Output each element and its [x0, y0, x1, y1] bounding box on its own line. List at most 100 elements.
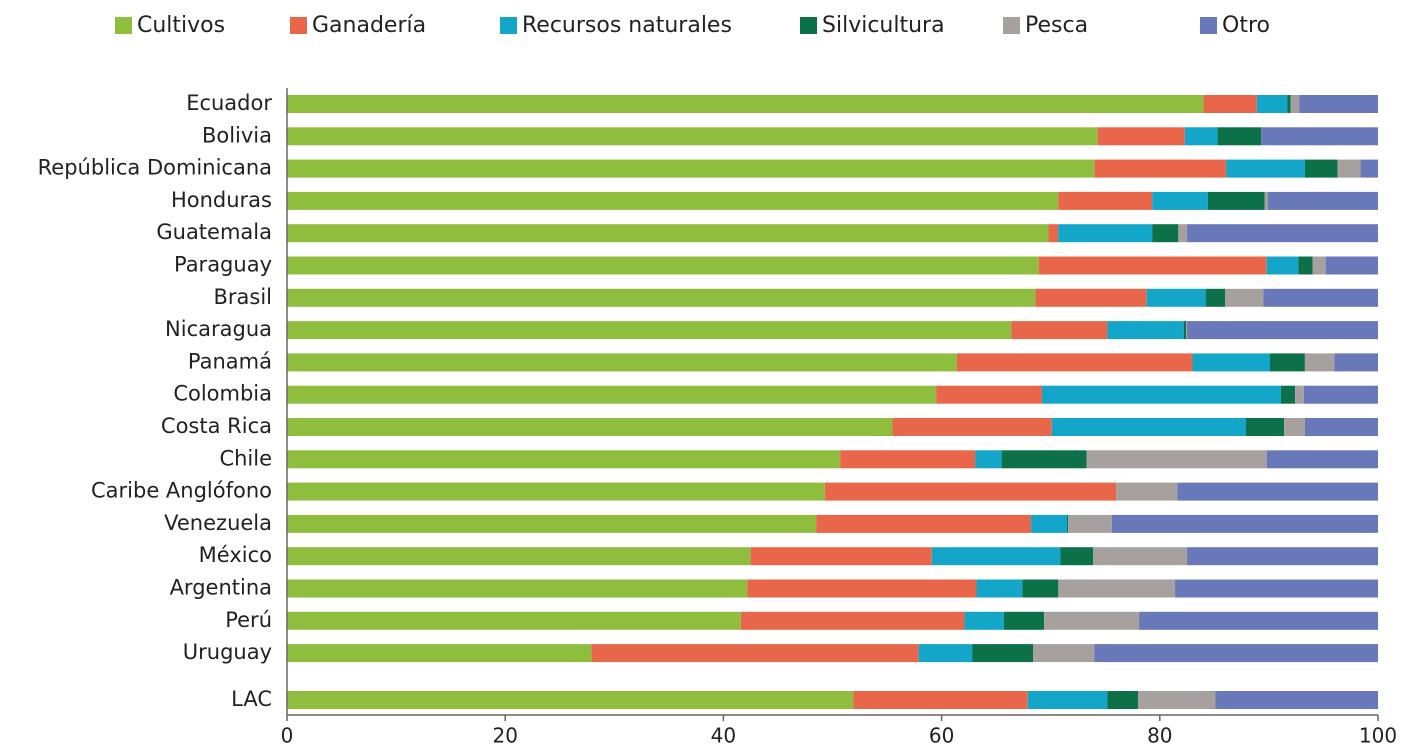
y-tick-label: Guatemala [156, 220, 272, 244]
bar-segment [1051, 418, 1246, 436]
bar-segment [1060, 547, 1094, 566]
bar-segment [287, 224, 1049, 243]
x-tick-label: 100 [1359, 724, 1397, 748]
bar-segment [1044, 611, 1140, 630]
bar-segment [1266, 256, 1299, 275]
bar-segment [1205, 288, 1226, 307]
bar-segment [918, 644, 973, 663]
bar-segment [1068, 514, 1112, 533]
bar-segment [287, 644, 592, 663]
legend-swatch [500, 17, 517, 34]
bar-segment [1284, 418, 1305, 436]
bar-segment [1067, 514, 1069, 533]
bar-segment [931, 547, 1061, 566]
y-tick-label: Perú [225, 608, 272, 632]
bar-segment [1041, 385, 1281, 404]
y-tick-label: Venezuela [164, 511, 272, 535]
bar-segment [287, 353, 957, 372]
bar-segment [936, 385, 1042, 404]
bar-segment [591, 644, 919, 663]
bar-segment [1107, 321, 1184, 340]
bar-segment [1187, 321, 1378, 340]
bar-segment [1035, 288, 1147, 307]
bar-segment [964, 611, 1004, 630]
bar-segment [287, 127, 1098, 146]
y-tick-label: Argentina [170, 576, 272, 600]
bar-segment [1334, 353, 1378, 372]
bar-segment [1152, 191, 1208, 210]
y-tick-label: Costa Rica [161, 414, 272, 438]
bar-segment [287, 159, 1095, 178]
bar-segment [956, 353, 1193, 372]
bar-segment [1116, 482, 1178, 501]
bar-segment [1225, 288, 1264, 307]
bar-segment [1269, 353, 1305, 372]
bar-segment [1058, 191, 1153, 210]
y-tick-label: Ecuador [186, 91, 272, 115]
bar-segment [1203, 95, 1257, 113]
bar-segment [287, 418, 893, 436]
bar-segment [1245, 418, 1285, 436]
bar-segment [1003, 611, 1045, 630]
bar-segment [1175, 579, 1378, 598]
bar-segment [1295, 385, 1304, 404]
bar-segment [1058, 579, 1176, 598]
y-tick-label: República Dominicana [38, 156, 272, 180]
bar-segment [750, 547, 932, 566]
bar-segment [287, 256, 1039, 275]
bar-segment [1111, 514, 1378, 533]
bar-segment [1187, 547, 1378, 566]
bar-segment [1298, 256, 1313, 275]
legend-label: Cultivos [137, 13, 225, 38]
bar-segment [1215, 691, 1378, 709]
bar-segment [287, 482, 825, 501]
bar-segment [1290, 95, 1300, 113]
bar-segment [840, 450, 976, 469]
bar-segment [747, 579, 977, 598]
bar-segment [1192, 353, 1270, 372]
x-tick-label: 40 [711, 724, 736, 748]
y-tick-label: Caribe Anglófono [91, 479, 272, 503]
bar-segment [1280, 385, 1296, 404]
bar-segment [1022, 579, 1059, 598]
x-tick-label: 80 [1147, 724, 1172, 748]
bar-segment [1097, 127, 1185, 146]
bar-segment [287, 611, 741, 630]
bar-segment [1217, 127, 1262, 146]
bar-segment [1031, 514, 1068, 533]
bar-segment [1187, 224, 1378, 243]
bar-segment [1178, 224, 1188, 243]
bar-segment [287, 514, 817, 533]
y-tick-label: Brasil [213, 285, 272, 309]
bar-segment [1304, 353, 1335, 372]
bar-segment [1027, 691, 1108, 709]
bar-segment [287, 385, 937, 404]
bar-segment [1299, 95, 1378, 113]
bar-segment [816, 514, 1032, 533]
bar-segment [1146, 288, 1206, 307]
x-tick-label: 20 [492, 724, 517, 748]
bar-segment [1177, 482, 1378, 501]
legend-swatch [1200, 17, 1217, 34]
bar-segment [1152, 224, 1179, 243]
bar-segment [287, 547, 751, 566]
legend-swatch [115, 17, 132, 34]
bar-segment [1093, 547, 1188, 566]
bar-segment [824, 482, 1117, 501]
bar-segment [976, 579, 1023, 598]
bar-segment [1086, 450, 1267, 469]
bar-segment [1107, 691, 1138, 709]
legend-label: Pesca [1025, 13, 1088, 38]
bar-segment [287, 450, 841, 469]
bar-segment [287, 579, 748, 598]
bar-segment [1263, 288, 1378, 307]
legend-label: Recursos naturales [522, 13, 732, 38]
legend-swatch [800, 17, 817, 34]
bar-segment [287, 95, 1204, 113]
bar-segment [1001, 450, 1087, 469]
x-tick-label: 60 [929, 724, 954, 748]
bar-segment [1094, 159, 1227, 178]
y-tick-label: Paraguay [174, 253, 272, 277]
y-tick-label: Colombia [173, 382, 272, 406]
